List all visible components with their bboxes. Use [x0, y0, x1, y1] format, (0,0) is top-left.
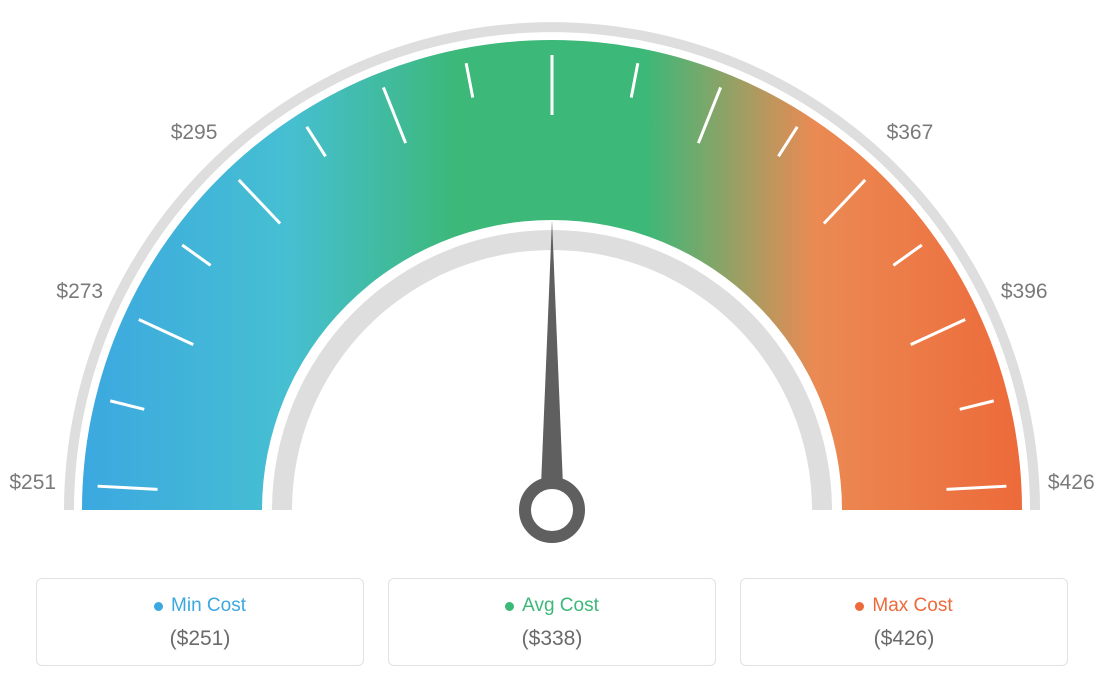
legend-avg-text: Avg Cost: [522, 595, 599, 617]
legend-value-avg: ($338): [389, 627, 715, 651]
gauge-tick-label: $251: [9, 471, 56, 495]
legend-row: Min Cost ($251) Avg Cost ($338) Max Cost…: [36, 578, 1068, 666]
legend-box-avg: Avg Cost ($338): [388, 578, 716, 666]
gauge-svg: [0, 0, 1104, 560]
gauge-tick-label: $426: [1048, 471, 1095, 495]
gauge-tick-label: $396: [1001, 280, 1048, 304]
gauge-tick-label: $295: [171, 121, 218, 145]
legend-value-min: ($251): [37, 627, 363, 651]
legend-box-min: Min Cost ($251): [36, 578, 364, 666]
gauge-chart-container: $251 $273 $295 $338 $367 $396 $426 Min Cost ($…: [0, 0, 1104, 690]
legend-label-max: Max Cost: [855, 595, 952, 617]
gauge-tick-label: $273: [56, 280, 103, 304]
legend-label-avg: Avg Cost: [505, 595, 599, 617]
legend-min-text: Min Cost: [171, 595, 246, 617]
legend-box-max: Max Cost ($426): [740, 578, 1068, 666]
gauge-tick-label: $367: [887, 121, 934, 145]
legend-max-text: Max Cost: [872, 595, 952, 617]
legend-value-max: ($426): [741, 627, 1067, 651]
legend-label-min: Min Cost: [154, 595, 246, 617]
gauge-tick-label: $338: [529, 0, 576, 2]
gauge-area: $251 $273 $295 $338 $367 $396 $426: [0, 0, 1104, 560]
